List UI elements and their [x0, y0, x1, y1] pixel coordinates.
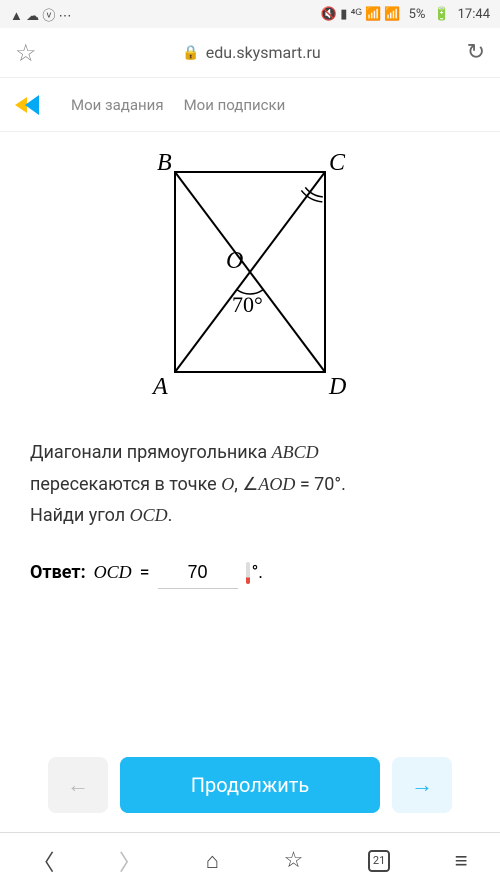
browser-bar: ☆ 🔒 edu.skysmart.ru ↻ [0, 28, 500, 78]
svg-text:O: O [226, 248, 243, 274]
var-aod: AOD [258, 474, 295, 494]
tabs-count: 21 [373, 854, 385, 867]
answer-row: Ответ: OCD = °. [30, 557, 470, 589]
var-abcd: ABCD [272, 442, 319, 462]
continue-button[interactable]: Продолжить [120, 757, 380, 813]
clock: 17:44 [458, 7, 490, 22]
problem-text: Диагонали прямоугольника ABCD пересекают… [30, 437, 470, 532]
action-buttons: ← Продолжить → [0, 757, 500, 813]
lock-icon: 🔒 [182, 45, 199, 61]
thermometer-icon [246, 562, 250, 584]
nav-tabs-icon[interactable]: 21 [368, 850, 390, 872]
status-icons-left: ▲ ☁ ⓥ ⋯ [10, 5, 72, 24]
text-frag: , ∠ [234, 474, 258, 495]
nav-menu-icon[interactable]: ≡ [455, 848, 468, 874]
text-frag: Найди угол [30, 505, 130, 526]
nav-home-icon[interactable]: ⌂ [206, 848, 219, 874]
bookmark-icon[interactable]: ☆ [15, 39, 37, 67]
status-right: 🔇 ▮ ⁴ᴳ 📶 📶 5% 🔋 17:44 [321, 6, 490, 22]
site-nav: Мои задания Мои подписки [0, 78, 500, 132]
text-frag: = 70°. [295, 474, 346, 495]
battery-icon: 🔋 [433, 7, 449, 22]
status-icons-right: 🔇 ▮ ⁴ᴳ 📶 📶 [321, 6, 401, 22]
svg-text:70°: 70° [232, 292, 263, 317]
answer-label: Ответ: [30, 562, 86, 583]
svg-text:C: C [329, 150, 346, 176]
arrow-right-icon: → [411, 772, 433, 798]
svg-text:B: B [157, 150, 172, 176]
arrow-left-icon: ← [67, 772, 89, 798]
next-button[interactable]: → [392, 757, 452, 813]
continue-label: Продолжить [191, 773, 309, 797]
answer-var: OCD [94, 562, 132, 583]
var-ocd: OCD [130, 505, 168, 525]
svg-text:A: A [151, 374, 168, 400]
battery-level: 5% [409, 7, 426, 22]
bottom-nav: 〈 〉 ⌂ ☆ 21 ≡ [0, 832, 500, 888]
svg-text:D: D [328, 374, 346, 400]
diagram: B C A D O 70° [30, 147, 470, 407]
var-o: O [221, 474, 234, 494]
logo-icon[interactable] [15, 93, 51, 117]
rectangle-diagram: B C A D O 70° [130, 147, 370, 407]
text-frag: Диагонали прямоугольника [30, 442, 272, 463]
nav-back-icon[interactable]: 〈 [32, 845, 54, 877]
url-display[interactable]: 🔒 edu.skysmart.ru [57, 43, 447, 62]
content: B C A D O 70° Диагонали прямоугольника ABCD п… [0, 132, 500, 599]
status-bar: ▲ ☁ ⓥ ⋯ 🔇 ▮ ⁴ᴳ 📶 📶 5% 🔋 17:44 [0, 0, 500, 28]
text-frag: . [168, 505, 173, 526]
nav-tasks[interactable]: Мои задания [71, 96, 164, 114]
url-text: edu.skysmart.ru [206, 43, 321, 62]
nav-fav-icon[interactable]: ☆ [284, 848, 304, 873]
text-frag: пересекаются в точке [30, 474, 221, 495]
status-left: ▲ ☁ ⓥ ⋯ [10, 5, 72, 24]
answer-input[interactable] [158, 557, 238, 589]
degree-suffix: °. [246, 562, 263, 584]
nav-subs[interactable]: Мои подписки [184, 96, 286, 114]
suffix-text: °. [252, 562, 263, 583]
back-button[interactable]: ← [48, 757, 108, 813]
nav-forward-icon[interactable]: 〉 [119, 845, 141, 877]
refresh-icon[interactable]: ↻ [467, 40, 485, 65]
answer-eq: = [140, 562, 150, 583]
